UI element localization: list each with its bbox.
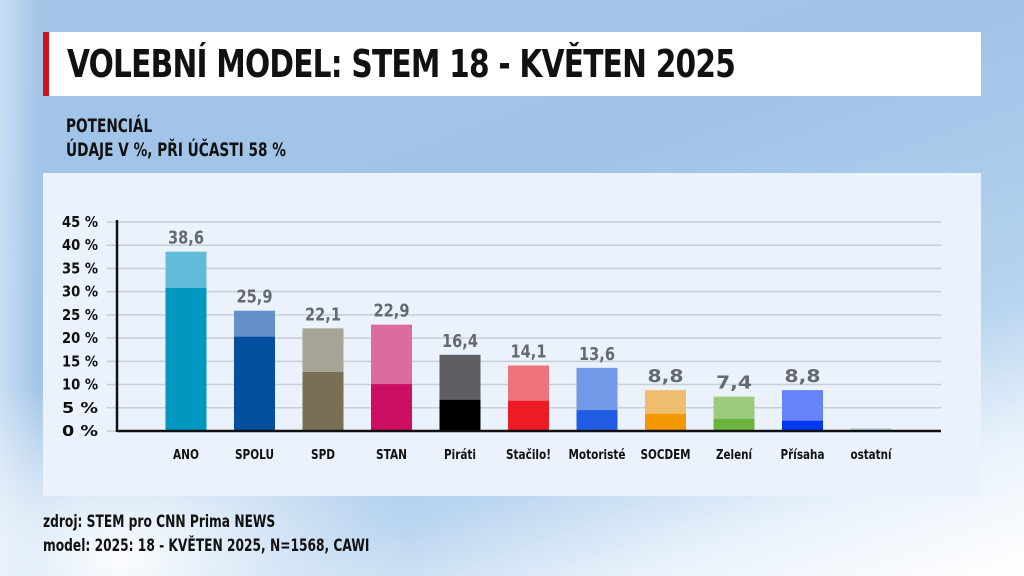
data-label: 8,8 — [648, 366, 684, 387]
data-label: 16,4 — [442, 331, 478, 352]
category-label: ANO — [173, 448, 199, 463]
y-axis-ticks: 0 % 5 % 10 % 15 % 20 % 25 % 30 % 35 % 40 % 45 % — [62, 213, 98, 440]
bar-core — [165, 287, 207, 431]
bar-core — [371, 384, 412, 431]
data-label: 22,1 — [305, 304, 341, 325]
category-label: SPD — [311, 448, 335, 463]
category-label: STAN — [376, 448, 407, 463]
category-label: Motoristé — [569, 448, 626, 463]
data-label: 14,1 — [511, 342, 547, 363]
y-tick-label: 35 % — [62, 259, 98, 277]
value-labels: 38,6 25,9 22,1 22,9 16,4 14,1 13,6 8,8 7,4 8,8 — [168, 228, 821, 394]
category-label: Zelení — [716, 448, 753, 463]
bar-core — [439, 399, 481, 431]
bar-core — [302, 372, 344, 431]
category-label: SOCDEM — [641, 448, 691, 463]
y-tick-label: 20 % — [62, 329, 98, 347]
data-label: 7,4 — [716, 373, 752, 394]
model-note: model: 2025: 18 - KVĚTEN 2025, N=1568, C… — [43, 536, 370, 556]
title-bar: VOLEBNÍ MODEL: STEM 18 - KVĚTEN 2025 — [43, 32, 981, 96]
bar-chart: 0 % 5 % 10 % 15 % 20 % 25 % 30 % 35 % 40 % 45 % 3… — [62, 213, 941, 463]
footer: zdroj: STEM pro CNN Prima NEWS model: 20… — [43, 510, 369, 558]
category-label: Piráti — [444, 448, 476, 463]
data-label: 8,8 — [785, 366, 821, 387]
category-label: ostatní — [851, 448, 893, 463]
bar-core — [576, 410, 618, 431]
category-label: SPOLU — [235, 448, 274, 463]
y-tick-label: 30 % — [62, 283, 98, 301]
chart-subtitle: POTENCIÁL ÚDAJE V %, PŘI ÚČASTI 58 % — [66, 114, 286, 162]
bars — [165, 251, 892, 431]
data-label: 25,9 — [237, 287, 273, 308]
y-tick-label: 15 % — [62, 352, 98, 370]
bar-core — [508, 400, 549, 431]
subtitle-line-2: ÚDAJE V %, PŘI ÚČASTI 58 % — [66, 139, 286, 161]
bar-core — [782, 420, 823, 431]
y-tick-label: 25 % — [62, 306, 98, 324]
category-label: Stačilo! — [506, 448, 551, 463]
axes — [115, 220, 941, 433]
chart-panel: 0 % 5 % 10 % 15 % 20 % 25 % 30 % 35 % 40 % 45 % 3… — [43, 173, 981, 496]
y-tick-label: 10 % — [62, 376, 98, 394]
y-tick-label: 0 % — [62, 422, 98, 440]
data-label: 38,6 — [168, 228, 204, 249]
data-label: 13,6 — [579, 344, 615, 365]
y-tick-label: 5 % — [62, 399, 98, 417]
category-label: Přísaha — [781, 448, 825, 463]
y-tick-label: 40 % — [62, 236, 98, 254]
bar-core — [713, 418, 755, 431]
category-labels: ANO SPOLU SPD STAN Piráti Stačilo! Motoristé SO… — [173, 448, 893, 463]
bar-core — [645, 413, 686, 431]
source-note: zdroj: STEM pro CNN Prima NEWS — [43, 512, 276, 532]
page-title: VOLEBNÍ MODEL: STEM 18 - KVĚTEN 2025 — [67, 42, 736, 86]
data-label: 22,9 — [374, 301, 410, 322]
y-tick-label: 45 % — [62, 213, 98, 231]
bar-core — [234, 336, 275, 431]
subtitle-line-1: POTENCIÁL — [66, 115, 153, 137]
bar-potential — [850, 428, 892, 431]
